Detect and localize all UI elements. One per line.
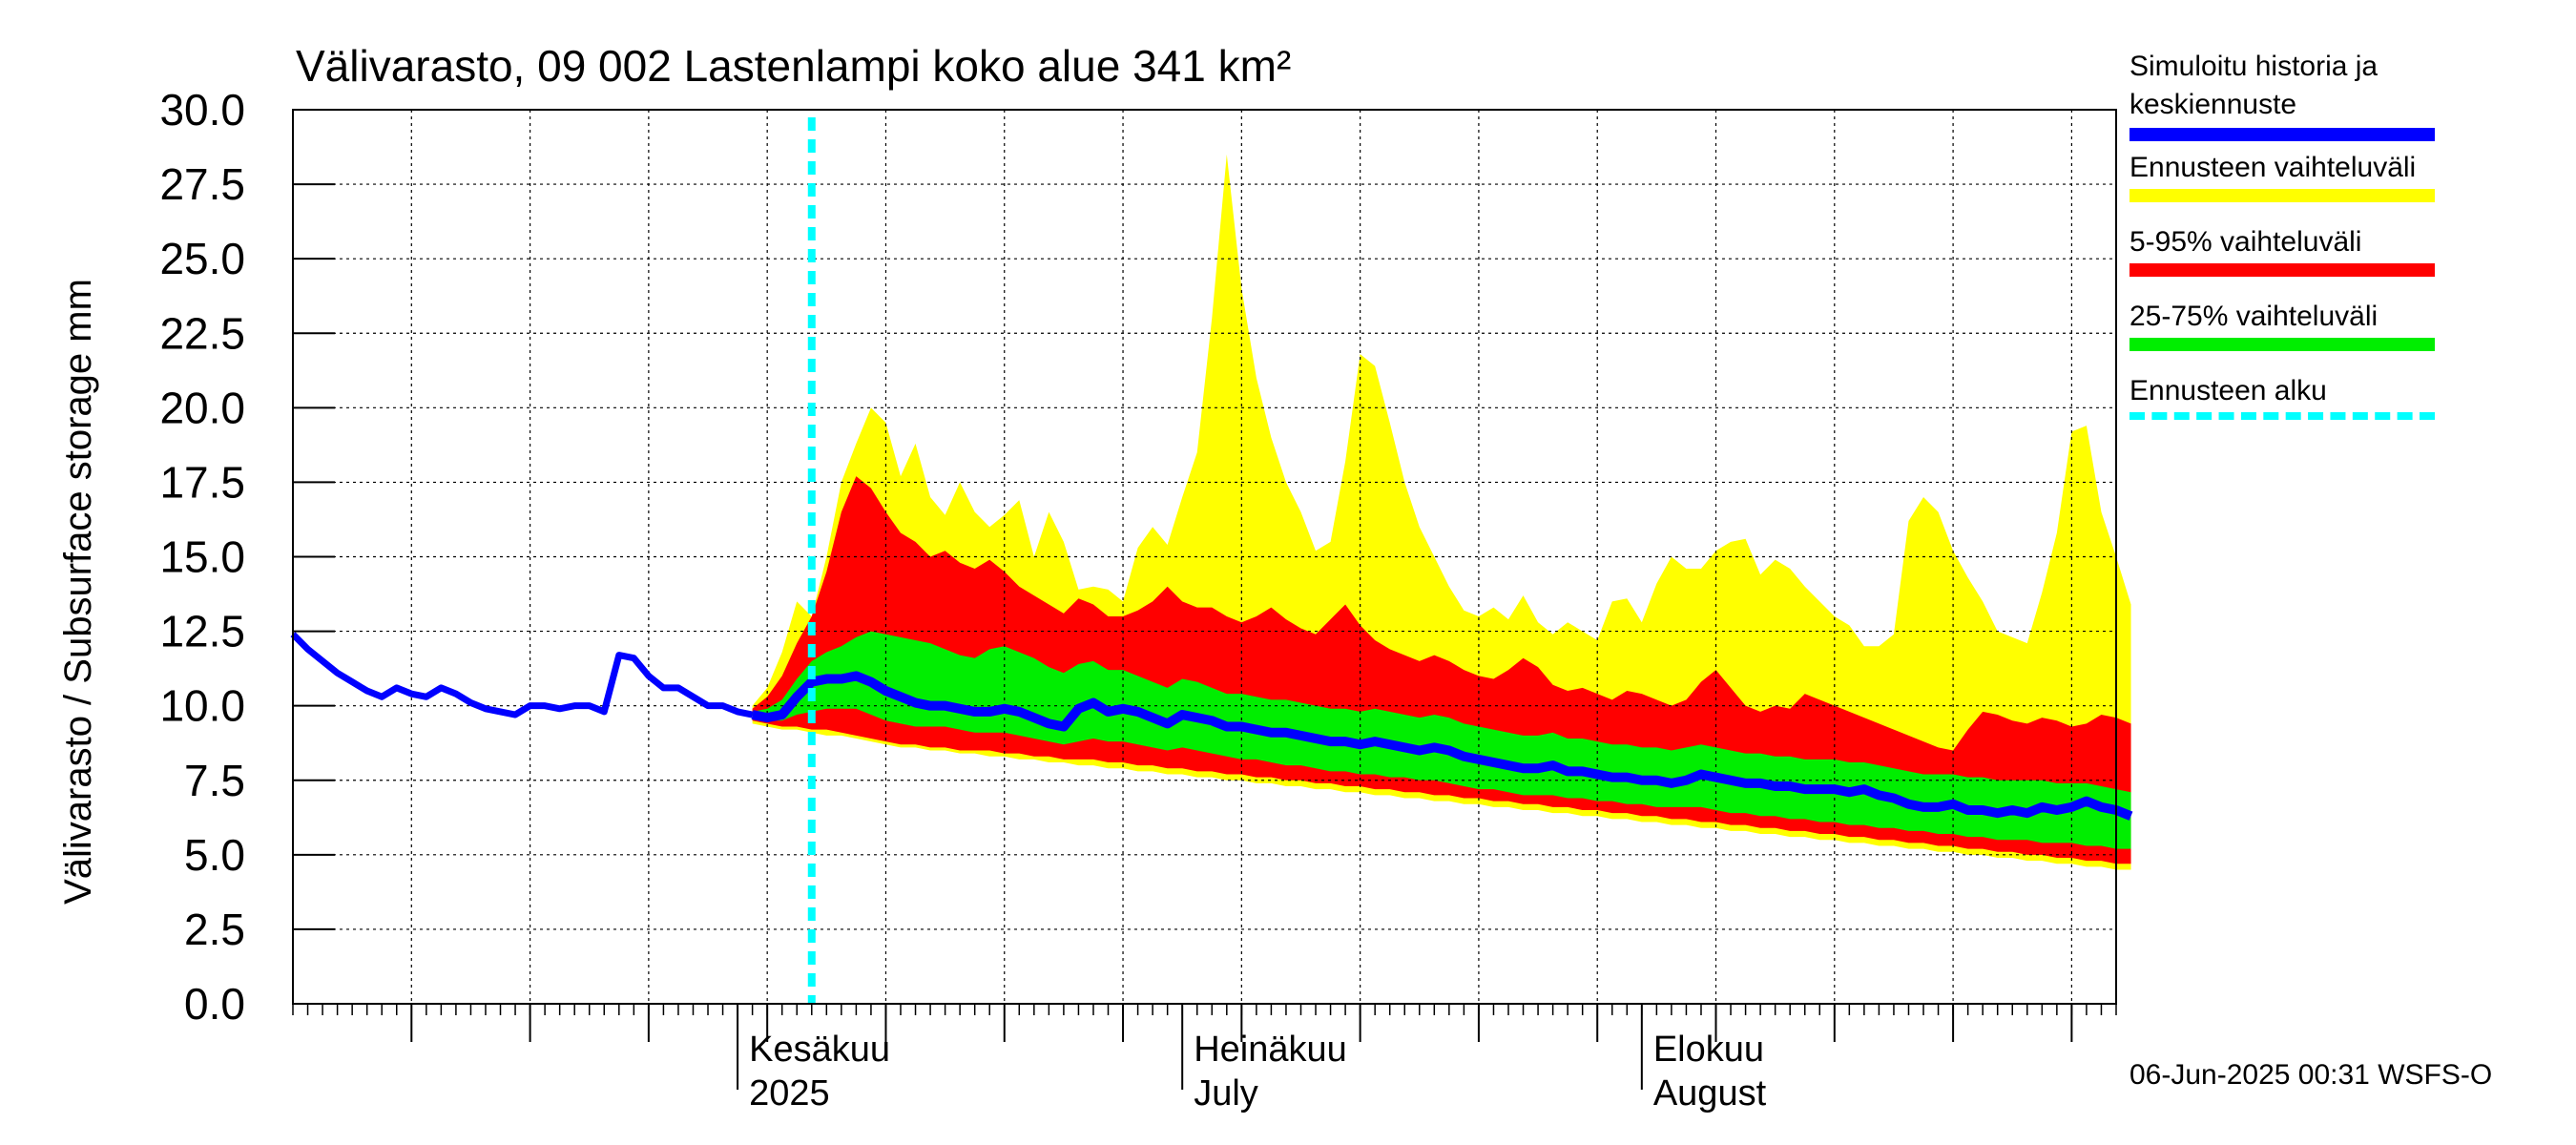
y-tick-label: 22.5 (159, 308, 245, 358)
y-tick-label: 5.0 (184, 830, 245, 880)
month-label: Kesäkuu (749, 1030, 890, 1070)
y-tick-label: 2.5 (184, 905, 245, 954)
legend-swatch-range (2129, 189, 2435, 202)
legend-swatch-p5-95 (2129, 263, 2435, 277)
median-forecast-line (751, 671, 2133, 821)
chart-title: Välivarasto, 09 002 Lastenlampi koko alu… (296, 41, 1291, 91)
y-tick-label: 15.0 (159, 532, 245, 582)
legend-item-median: Simuloitu historia ja keskiennuste (2129, 48, 2549, 149)
y-tick-label: 25.0 (159, 234, 245, 283)
legend-label-median: Simuloitu historia ja keskiennuste (2129, 51, 2379, 120)
legend-swatch-median (2129, 128, 2435, 141)
y-tick-label: 7.5 (184, 756, 245, 805)
y-axis-label: Välivarasto / Subsurface storage mm (57, 279, 99, 905)
legend-swatch-p25-75 (2129, 338, 2435, 351)
legend-label-forecast-start: Ennusteen alku (2129, 375, 2327, 406)
legend-item-p5-95: 5-95% vaihteluväli (2129, 223, 2549, 298)
y-tick-label: 10.0 (159, 681, 245, 731)
band-p25-p75 (752, 631, 2131, 849)
legend-swatch-forecast-start (2129, 412, 2435, 420)
month-label: Elokuu (1653, 1030, 1764, 1070)
legend-item-p25-75: 25-75% vaihteluväli (2129, 298, 2549, 372)
legend-item-range: Ennusteen vaihteluväli (2129, 149, 2549, 223)
y-tick-label: 20.0 (159, 383, 245, 432)
y-tick-label: 27.5 (159, 159, 245, 209)
timestamp-footer: 06-Jun-2025 00:31 WSFS-O (2129, 1059, 2493, 1091)
y-tick-label: 0.0 (184, 979, 245, 1029)
history-line (290, 632, 754, 718)
y-tick-label: 30.0 (159, 85, 245, 135)
month-label: Heinäkuu (1194, 1030, 1347, 1070)
legend-label-range: Ennusteen vaihteluväli (2129, 152, 2417, 183)
legend-label-p5-95: 5-95% vaihteluväli (2129, 226, 2362, 258)
y-tick-label: 17.5 (159, 457, 245, 507)
month-sublabel: 2025 (749, 1073, 830, 1114)
legend: Simuloitu historia ja keskiennuste Ennus… (2129, 48, 2549, 447)
month-sublabel: July (1194, 1073, 1258, 1114)
legend-item-forecast-start: Ennusteen alku (2129, 372, 2549, 447)
y-tick-label: 12.5 (159, 607, 245, 656)
month-sublabel: August (1653, 1073, 1767, 1114)
legend-label-p25-75: 25-75% vaihteluväli (2129, 301, 2379, 332)
